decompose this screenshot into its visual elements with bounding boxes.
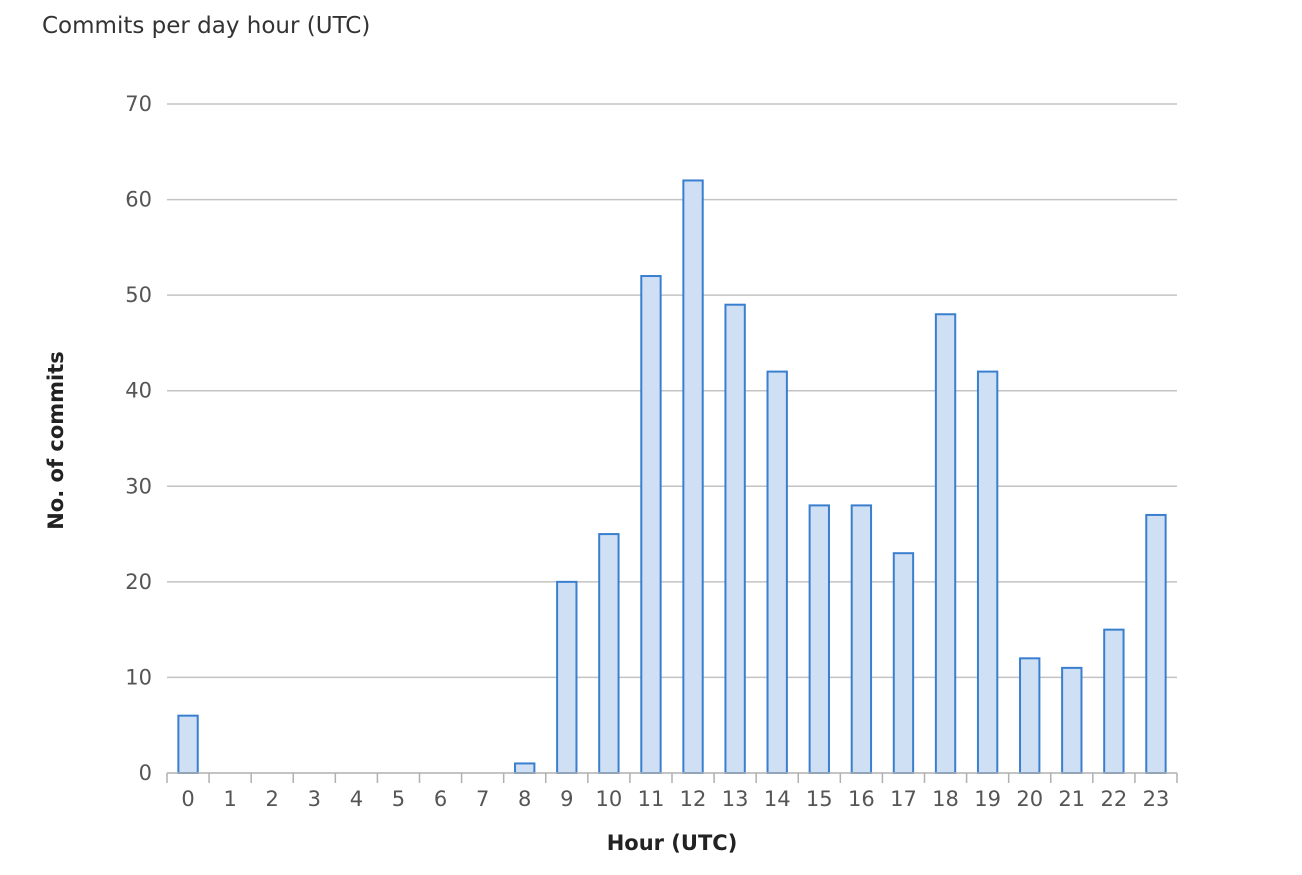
x-tick-label-5: 5	[392, 787, 405, 811]
bar-hour-14	[766, 370, 788, 774]
bar-hour-8	[514, 762, 536, 775]
grid-layer	[167, 103, 1177, 679]
x-tick-label-9: 9	[560, 787, 573, 811]
x-tick-label-22: 22	[1101, 787, 1128, 811]
x-tick-label-14: 14	[764, 787, 791, 811]
axis-layer	[166, 772, 1178, 783]
x-tick-label-11: 11	[638, 787, 665, 811]
bar-hour-13	[724, 303, 746, 774]
y-tick-label-10: 10	[125, 665, 152, 689]
x-tick-label-18: 18	[932, 787, 959, 811]
x-tick-label-15: 15	[806, 787, 833, 811]
x-tick-label-8: 8	[518, 787, 531, 811]
y-tick-label-40: 40	[125, 379, 152, 403]
bar-hour-18	[934, 313, 957, 774]
x-tick-labels: 0 1 2 3 4 5 6 7 8 9 10 11 12 13 14 15 16 17 18 19 20 21 22 23	[181, 787, 1169, 811]
x-tick-label-0: 0	[181, 787, 194, 811]
bar-hour-22	[1103, 628, 1125, 775]
chart-title: Commits per day hour (UTC)	[42, 13, 371, 39]
x-tick-label-2: 2	[266, 787, 279, 811]
x-tick-label-1: 1	[223, 787, 236, 811]
bar-hour-20	[1019, 657, 1041, 774]
x-tick-label-6: 6	[434, 787, 447, 811]
bar-hour-21	[1061, 666, 1083, 774]
bar-hour-17	[892, 552, 915, 775]
y-tick-label-30: 30	[125, 474, 152, 498]
y-tick-label-20: 20	[125, 570, 152, 594]
x-tick-label-13: 13	[722, 787, 749, 811]
bar-hour-12	[682, 179, 704, 774]
y-tick-label-70: 70	[125, 92, 152, 116]
x-tick-label-20: 20	[1016, 787, 1043, 811]
x-tick-label-21: 21	[1058, 787, 1085, 811]
y-tick-label-0: 0	[139, 761, 152, 785]
x-tick-label-12: 12	[680, 787, 707, 811]
x-tick-label-23: 23	[1143, 787, 1170, 811]
bar-hour-0	[177, 714, 199, 775]
bar-hour-9	[556, 580, 578, 774]
x-axis-title: Hour (UTC)	[607, 831, 738, 855]
bar-hour-15	[808, 504, 830, 774]
x-tick-label-7: 7	[476, 787, 489, 811]
x-tick-label-4: 4	[350, 787, 363, 811]
y-tick-label-50: 50	[125, 283, 152, 307]
bar-hour-19	[976, 370, 999, 774]
bar-hour-11	[640, 275, 662, 774]
y-axis-title: No. of commits	[44, 351, 68, 530]
y-tick-labels: 0 10 20 30 40 50 60 70	[125, 92, 152, 785]
x-tick-label-10: 10	[596, 787, 623, 811]
x-tick-label-3: 3	[308, 787, 321, 811]
bar-hour-16	[850, 504, 873, 774]
bar-hour-23	[1145, 513, 1167, 774]
y-tick-label-60: 60	[125, 188, 152, 212]
x-tick-label-19: 19	[974, 787, 1001, 811]
x-tick-label-17: 17	[890, 787, 917, 811]
x-tick-label-16: 16	[848, 787, 875, 811]
bar-hour-10	[598, 533, 620, 774]
bar-layer	[177, 179, 1167, 775]
